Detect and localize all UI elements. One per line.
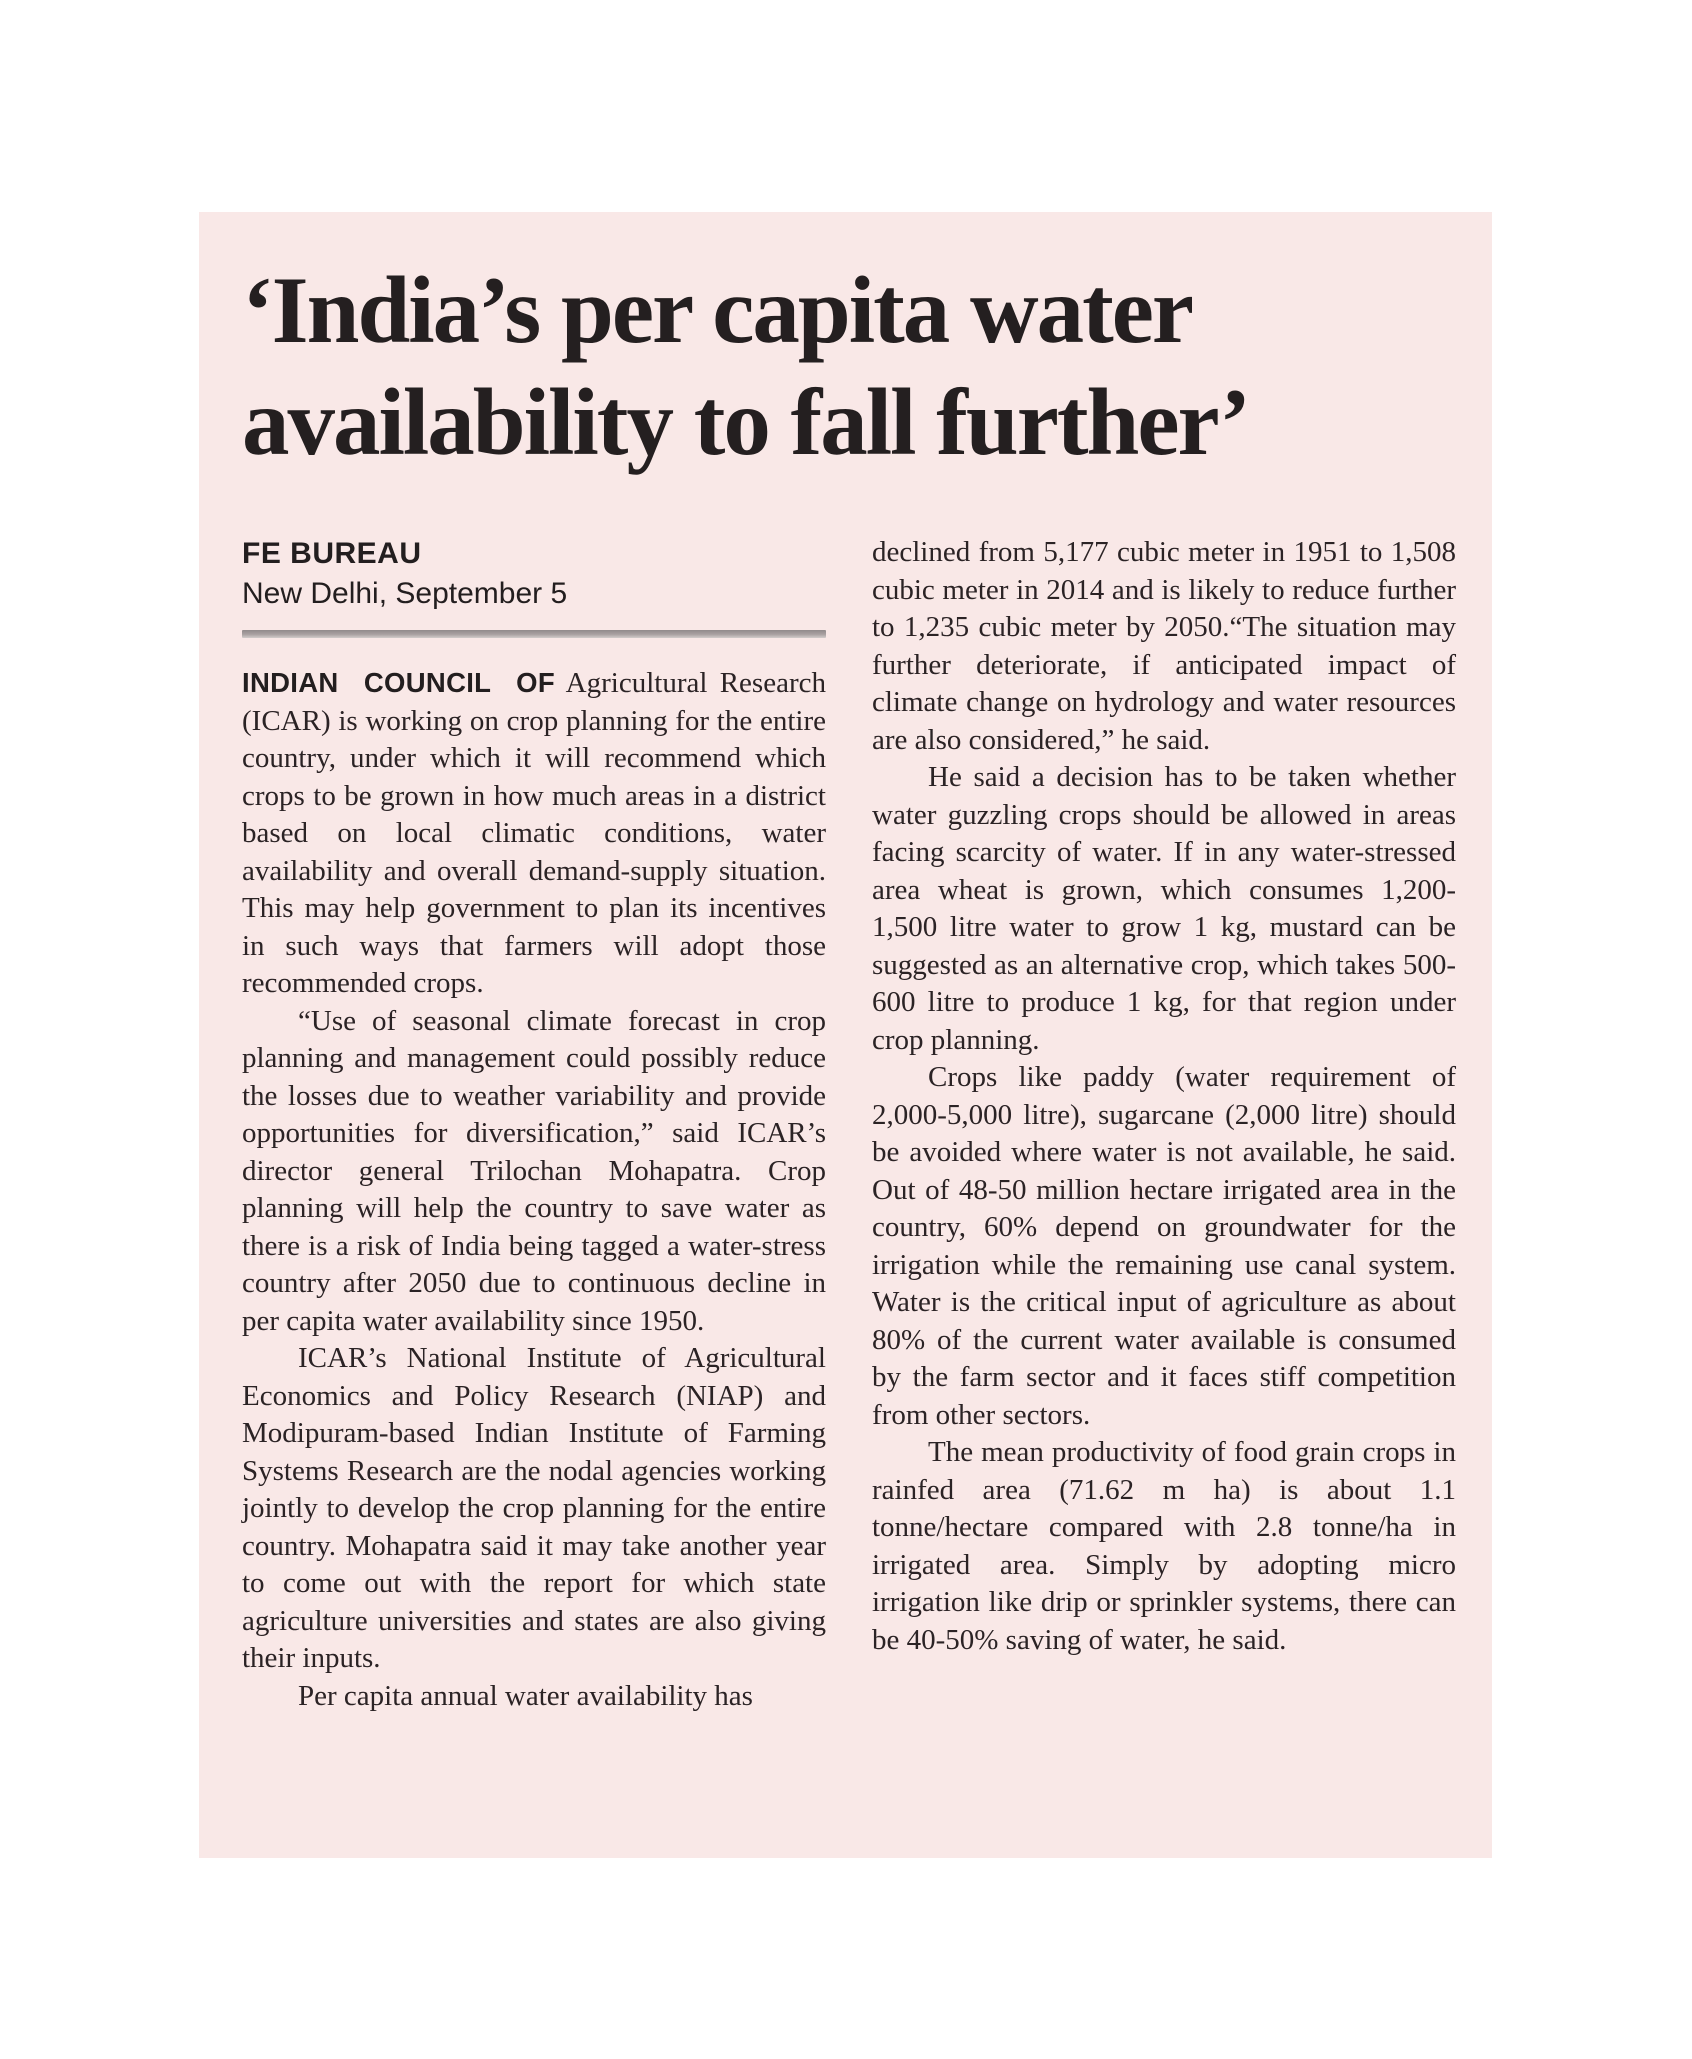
article-paragraph-text: Agricultural Research (ICAR) is working … — [242, 667, 826, 999]
article-card: ‘India’s per capita water availability to… — [199, 212, 1492, 1858]
byline-dateline: New Delhi, September 5 — [242, 577, 568, 610]
article-paragraph: ICAR’s National Institute of Agricultura… — [242, 1342, 826, 1674]
article-lead-in: INDIAN COUNCIL OF — [242, 667, 555, 698]
article-paragraph: He said a decision has to be taken wheth… — [872, 761, 1456, 1056]
byline: FE BUREAU New Delhi, September 5 — [242, 534, 826, 614]
byline-divider-rule — [242, 630, 826, 638]
article-paragraph: “Use of seasonal climate forecast in cro… — [242, 1004, 826, 1337]
byline-bureau: FE BUREAU — [242, 537, 422, 570]
article-body: FE BUREAU New Delhi, September 5 INDIAN … — [242, 534, 1456, 1715]
article-paragraph: INDIAN COUNCIL OF Agricultural Research … — [242, 664, 826, 1003]
article-paragraph: The mean productivity of food grain crop… — [872, 1436, 1456, 1656]
article-paragraph: declined from 5,177 cubic meter in 1951 … — [872, 536, 1456, 756]
column-right: declined from 5,177 cubic meter in 1951 … — [872, 534, 1456, 1715]
headline-line-2: availability to fall further’ — [242, 369, 1251, 475]
headline: ‘India’s per capita water availability to… — [242, 254, 1452, 478]
column-left: FE BUREAU New Delhi, September 5 INDIAN … — [242, 534, 826, 1715]
headline-line-1: ‘India’s per capita water — [242, 257, 1194, 363]
article-paragraph: Crops like paddy (water requirement of 2… — [872, 1061, 1456, 1431]
article-paragraph: Per capita annual water availability has — [298, 1679, 753, 1712]
